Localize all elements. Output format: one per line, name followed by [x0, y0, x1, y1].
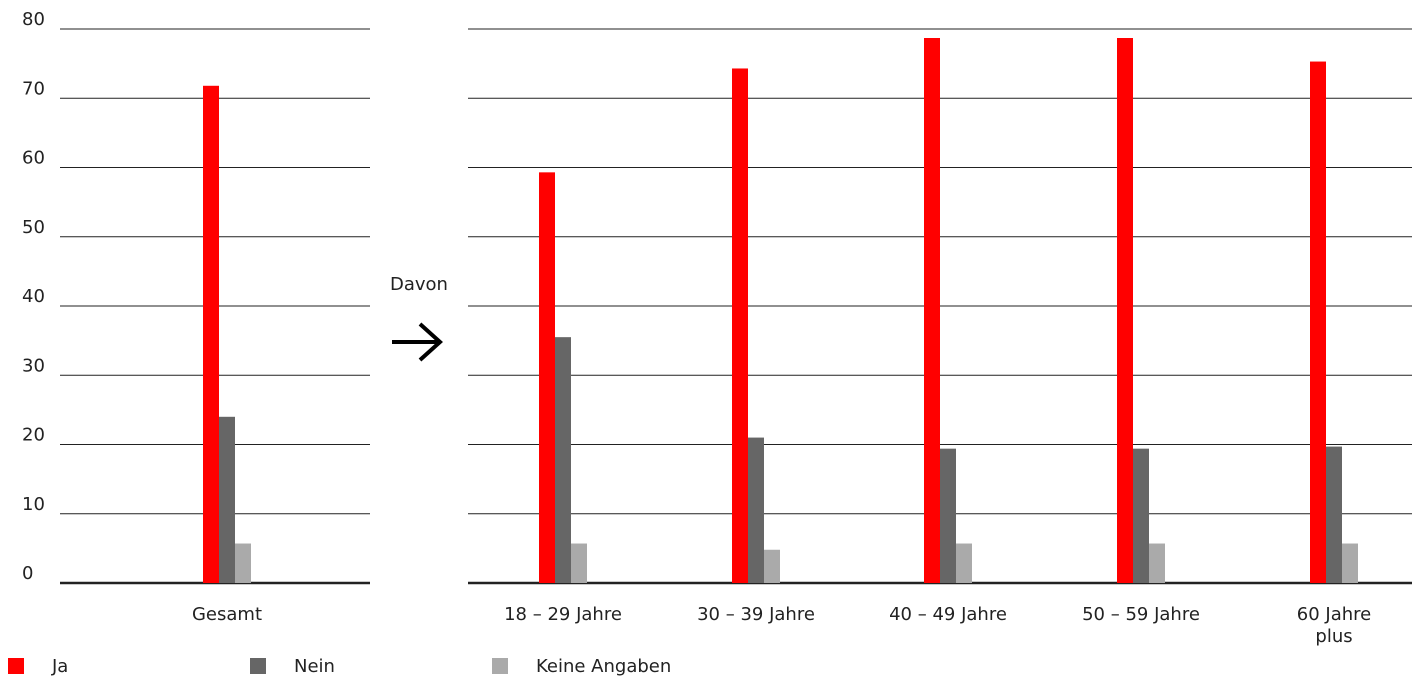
legend-swatch-ja: [8, 658, 24, 674]
y-tick-label: 40: [22, 286, 45, 307]
y-tick-label: 70: [22, 78, 45, 99]
y-tick-label: 10: [22, 494, 45, 515]
bar-nein: [219, 417, 235, 583]
x-tick-label: 50 – 59 Jahre: [1082, 604, 1200, 625]
legend-item-nein: Nein: [250, 655, 335, 677]
x-tick-label: 18 – 29 Jahre: [504, 604, 622, 625]
bar-nein: [748, 438, 764, 583]
y-tick-label: 80: [22, 9, 45, 30]
bar-ja: [1310, 62, 1326, 583]
bar-keine-angaben: [956, 544, 972, 583]
x-tick-label: 30 – 39 Jahre: [697, 604, 815, 625]
y-tick-label: 20: [22, 425, 45, 446]
bar-nein: [940, 449, 956, 583]
bar-keine-angaben: [764, 550, 780, 583]
bar-ja: [732, 68, 748, 583]
y-tick-label: 50: [22, 217, 45, 238]
bar-nein: [1326, 447, 1342, 583]
bar-nein: [555, 337, 571, 583]
x-tick-label: 40 – 49 Jahre: [889, 604, 1007, 625]
bar-keine-angaben: [571, 544, 587, 583]
y-tick-label: 30: [22, 355, 45, 376]
legend-swatch-keine-angaben: [492, 658, 508, 674]
y-tick-label: 60: [22, 148, 45, 169]
legend-label-nein: Nein: [294, 656, 335, 677]
bar-keine-angaben: [1342, 544, 1358, 583]
legend-label-ja: Ja: [52, 656, 68, 677]
bar-ja: [539, 172, 555, 583]
bar-ja: [924, 38, 940, 583]
legend-label-keine-angaben: Keine Angaben: [536, 656, 671, 677]
arrow-right-icon: [390, 320, 446, 368]
bar-ja: [1117, 38, 1133, 583]
legend-item-keine-angaben: Keine Angaben: [492, 655, 671, 677]
bar-ja: [203, 86, 219, 583]
bar-nein: [1133, 449, 1149, 583]
bar-keine-angaben: [235, 544, 251, 583]
y-tick-label: 0: [22, 563, 33, 584]
davon-label: Davon: [390, 274, 448, 295]
bar-keine-angaben: [1149, 544, 1165, 583]
legend-item-ja: Ja: [8, 655, 68, 677]
x-tick-label: 60 Jahre plus: [1297, 604, 1371, 647]
x-tick-label: Gesamt: [192, 604, 262, 625]
legend-swatch-nein: [250, 658, 266, 674]
